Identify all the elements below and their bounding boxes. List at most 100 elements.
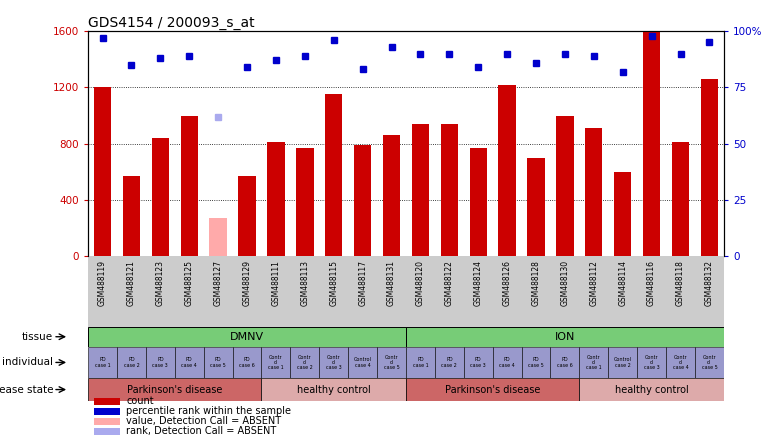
Bar <box>579 257 608 327</box>
Bar <box>377 347 406 378</box>
Bar <box>261 347 290 378</box>
Bar <box>349 257 377 327</box>
Text: Contr
ol
case 5: Contr ol case 5 <box>702 355 717 370</box>
Text: disease state: disease state <box>0 385 53 395</box>
Bar <box>175 257 204 327</box>
Bar <box>88 327 406 347</box>
Text: Contr
ol
case 4: Contr ol case 4 <box>673 355 689 370</box>
Bar <box>406 378 579 401</box>
Bar <box>354 145 372 257</box>
Bar <box>146 347 175 378</box>
Text: GSM488123: GSM488123 <box>155 260 165 306</box>
Bar <box>643 31 660 257</box>
Text: PD
case 2: PD case 2 <box>441 357 457 368</box>
Text: GSM488115: GSM488115 <box>329 260 339 306</box>
Bar <box>117 257 146 327</box>
Text: GSM488118: GSM488118 <box>676 260 685 306</box>
Bar <box>440 124 458 257</box>
Text: healthy control: healthy control <box>297 385 371 395</box>
Text: GSM488125: GSM488125 <box>185 260 194 306</box>
Text: ION: ION <box>555 332 575 342</box>
Text: Control
case 2: Control case 2 <box>614 357 632 368</box>
Bar <box>666 347 695 378</box>
Bar <box>695 347 724 378</box>
Bar <box>614 172 631 257</box>
Bar <box>608 257 637 327</box>
Bar <box>175 347 204 378</box>
Text: GSM488127: GSM488127 <box>214 260 223 306</box>
Bar <box>209 218 227 257</box>
Bar <box>637 257 666 327</box>
Text: PD
case 4: PD case 4 <box>499 357 515 368</box>
Bar <box>527 158 545 257</box>
Text: GSM488119: GSM488119 <box>98 260 107 306</box>
Text: count: count <box>126 396 154 406</box>
Text: GSM488132: GSM488132 <box>705 260 714 306</box>
Text: Contr
ol
case 1: Contr ol case 1 <box>586 355 602 370</box>
Bar <box>94 428 119 435</box>
Bar <box>233 347 261 378</box>
Bar <box>319 347 349 378</box>
Bar <box>499 85 516 257</box>
Bar <box>463 257 493 327</box>
Bar <box>238 176 256 257</box>
Bar <box>412 124 429 257</box>
Bar <box>493 347 522 378</box>
Bar <box>94 418 119 425</box>
Bar <box>556 115 574 257</box>
Text: GDS4154 / 200093_s_at: GDS4154 / 200093_s_at <box>88 16 255 30</box>
Text: PD
case 5: PD case 5 <box>210 357 226 368</box>
Text: Parkinson's disease: Parkinson's disease <box>445 385 540 395</box>
Bar <box>152 138 169 257</box>
Bar <box>94 398 119 404</box>
Bar <box>551 257 579 327</box>
Bar <box>181 115 198 257</box>
Text: GSM488111: GSM488111 <box>271 260 280 306</box>
Bar <box>377 257 406 327</box>
Text: GSM488128: GSM488128 <box>532 260 541 306</box>
Text: DMNV: DMNV <box>230 332 264 342</box>
Text: GSM488131: GSM488131 <box>387 260 396 306</box>
Text: GSM488116: GSM488116 <box>647 260 656 306</box>
Bar <box>290 257 319 327</box>
Text: GSM488126: GSM488126 <box>502 260 512 306</box>
Bar <box>463 347 493 378</box>
Bar <box>325 95 342 257</box>
Text: tissue: tissue <box>22 332 53 342</box>
Bar <box>204 347 233 378</box>
Text: Contr
ol
case 2: Contr ol case 2 <box>297 355 313 370</box>
Bar <box>383 135 400 257</box>
Text: PD
case 4: PD case 4 <box>182 357 197 368</box>
Bar <box>435 257 463 327</box>
Text: individual: individual <box>2 357 53 368</box>
Text: Contr
ol
case 3: Contr ol case 3 <box>643 355 660 370</box>
Text: Contr
ol
case 1: Contr ol case 1 <box>268 355 284 370</box>
Bar <box>88 347 117 378</box>
Bar <box>585 128 603 257</box>
Text: GSM488129: GSM488129 <box>243 260 251 306</box>
Text: GSM488130: GSM488130 <box>561 260 569 306</box>
Text: Contr
ol
case 5: Contr ol case 5 <box>384 355 399 370</box>
Bar <box>551 347 579 378</box>
Bar <box>261 378 406 401</box>
Text: Contr
ol
case 3: Contr ol case 3 <box>326 355 342 370</box>
Text: PD
case 1: PD case 1 <box>413 357 428 368</box>
Text: PD
case 2: PD case 2 <box>123 357 139 368</box>
Text: GSM488121: GSM488121 <box>127 260 136 306</box>
Bar <box>94 87 111 257</box>
Bar <box>204 257 233 327</box>
Bar <box>435 347 463 378</box>
Bar <box>470 148 487 257</box>
Text: GSM488122: GSM488122 <box>445 260 453 306</box>
Text: Control
case 4: Control case 4 <box>354 357 372 368</box>
Bar <box>406 257 435 327</box>
Bar <box>406 327 724 347</box>
Text: PD
case 3: PD case 3 <box>470 357 486 368</box>
Bar <box>406 347 435 378</box>
Bar <box>296 148 313 257</box>
Bar <box>493 257 522 327</box>
Bar <box>672 143 689 257</box>
Bar <box>261 257 290 327</box>
Text: GSM488124: GSM488124 <box>473 260 483 306</box>
Bar <box>94 408 119 415</box>
